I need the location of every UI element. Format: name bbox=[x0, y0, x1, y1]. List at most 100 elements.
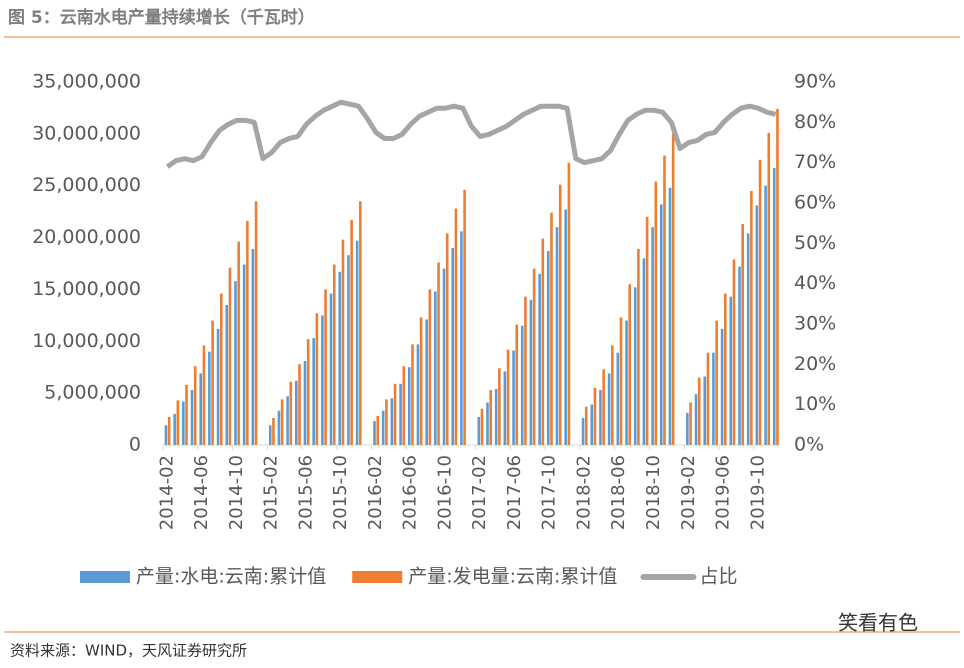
x-tick-label: 2016-06 bbox=[400, 455, 421, 530]
y-tick-label: 10,000,000 bbox=[32, 330, 141, 352]
bar bbox=[703, 376, 707, 445]
bar bbox=[272, 418, 275, 445]
y2-tick-label: 40% bbox=[794, 272, 836, 294]
y-tick-label: 30,000,000 bbox=[32, 122, 141, 144]
bar bbox=[402, 366, 406, 445]
y2-tick-label: 60% bbox=[794, 192, 836, 214]
x-tick-label: 2017-10 bbox=[539, 455, 560, 530]
x-tick-label: 2014-10 bbox=[226, 455, 247, 530]
bar bbox=[182, 401, 185, 445]
bar bbox=[724, 293, 727, 445]
y-tick-label: 5,000,000 bbox=[44, 382, 141, 404]
bar bbox=[228, 267, 232, 445]
y-tick-label: 25,000,000 bbox=[32, 174, 141, 196]
bar bbox=[251, 248, 255, 445]
bar bbox=[332, 264, 336, 445]
bar bbox=[758, 159, 762, 446]
bar bbox=[746, 233, 750, 445]
bar bbox=[628, 284, 632, 445]
bar bbox=[419, 317, 423, 445]
bar bbox=[755, 205, 759, 445]
bar bbox=[567, 162, 571, 445]
y-tick-label: 20,000,000 bbox=[32, 226, 141, 248]
x-tick-label: 2018-02 bbox=[573, 455, 594, 530]
bar bbox=[211, 320, 214, 445]
legend-label: 占比 bbox=[699, 566, 737, 588]
bar bbox=[486, 402, 489, 445]
page-title: 图 5：云南水电产量持续增长（千瓦时） bbox=[8, 7, 315, 28]
x-tick-label: 2014-06 bbox=[191, 455, 212, 530]
x-tick-label: 2015-06 bbox=[295, 455, 316, 530]
bar bbox=[347, 255, 350, 445]
bar bbox=[581, 418, 585, 445]
y2-tick-label: 20% bbox=[794, 353, 836, 375]
bar bbox=[190, 390, 194, 445]
legend-swatch bbox=[80, 571, 130, 583]
bar bbox=[520, 325, 524, 445]
x-tick-label: 2016-02 bbox=[365, 455, 386, 530]
bar bbox=[428, 289, 432, 445]
legend-swatch bbox=[352, 571, 403, 583]
bar bbox=[442, 268, 446, 445]
y2-tick-label: 80% bbox=[794, 111, 836, 133]
x-tick-label: 2018-06 bbox=[608, 455, 629, 530]
bar bbox=[541, 238, 545, 445]
y2-tick-label: 10% bbox=[794, 393, 836, 415]
bar bbox=[694, 394, 698, 445]
bar bbox=[764, 185, 767, 445]
x-tick-label: 2019-06 bbox=[713, 455, 734, 530]
y-tick-label: 0 bbox=[129, 434, 141, 456]
bar bbox=[697, 377, 701, 445]
bar bbox=[277, 410, 281, 445]
bar bbox=[555, 227, 559, 445]
bar bbox=[460, 231, 463, 445]
y-tick-label: 35,000,000 bbox=[32, 71, 141, 93]
bar bbox=[242, 264, 246, 445]
bar bbox=[515, 324, 519, 445]
bar bbox=[637, 248, 640, 445]
bar bbox=[202, 345, 206, 445]
bar bbox=[385, 399, 388, 445]
y2-tick-label: 30% bbox=[794, 313, 836, 335]
bar bbox=[329, 293, 333, 445]
bar bbox=[480, 408, 484, 445]
bar bbox=[564, 209, 567, 445]
bar bbox=[550, 212, 553, 445]
bar bbox=[741, 224, 744, 445]
bar bbox=[338, 271, 342, 445]
bar bbox=[373, 421, 376, 445]
bar bbox=[463, 189, 466, 445]
x-tick-label: 2017-06 bbox=[504, 455, 525, 530]
bar bbox=[416, 344, 420, 445]
bar bbox=[659, 204, 663, 445]
bar bbox=[437, 262, 440, 445]
bar bbox=[407, 367, 411, 445]
bar bbox=[738, 266, 741, 445]
bar bbox=[506, 349, 510, 445]
bar bbox=[225, 304, 229, 445]
bar bbox=[732, 259, 736, 445]
x-tick-label: 2016-10 bbox=[434, 455, 455, 530]
bar bbox=[712, 352, 715, 445]
bar bbox=[532, 268, 536, 445]
bar bbox=[547, 251, 550, 445]
x-tick-label: 2015-10 bbox=[330, 455, 351, 530]
legend-label: 产量:发电量:云南:累计值 bbox=[408, 566, 617, 588]
bar bbox=[234, 281, 237, 445]
bar bbox=[164, 425, 168, 445]
bar bbox=[663, 155, 666, 445]
bar bbox=[498, 368, 501, 445]
bar bbox=[686, 412, 689, 445]
bar bbox=[321, 315, 324, 445]
bar bbox=[425, 319, 428, 445]
bar bbox=[720, 328, 724, 445]
bar bbox=[176, 400, 180, 445]
bar bbox=[529, 299, 533, 445]
x-tick-label: 2014-02 bbox=[156, 455, 177, 530]
bar bbox=[706, 352, 710, 445]
bar bbox=[254, 201, 258, 445]
bar bbox=[294, 380, 298, 445]
bar bbox=[286, 396, 289, 445]
bar bbox=[489, 390, 492, 445]
bar bbox=[729, 296, 733, 445]
